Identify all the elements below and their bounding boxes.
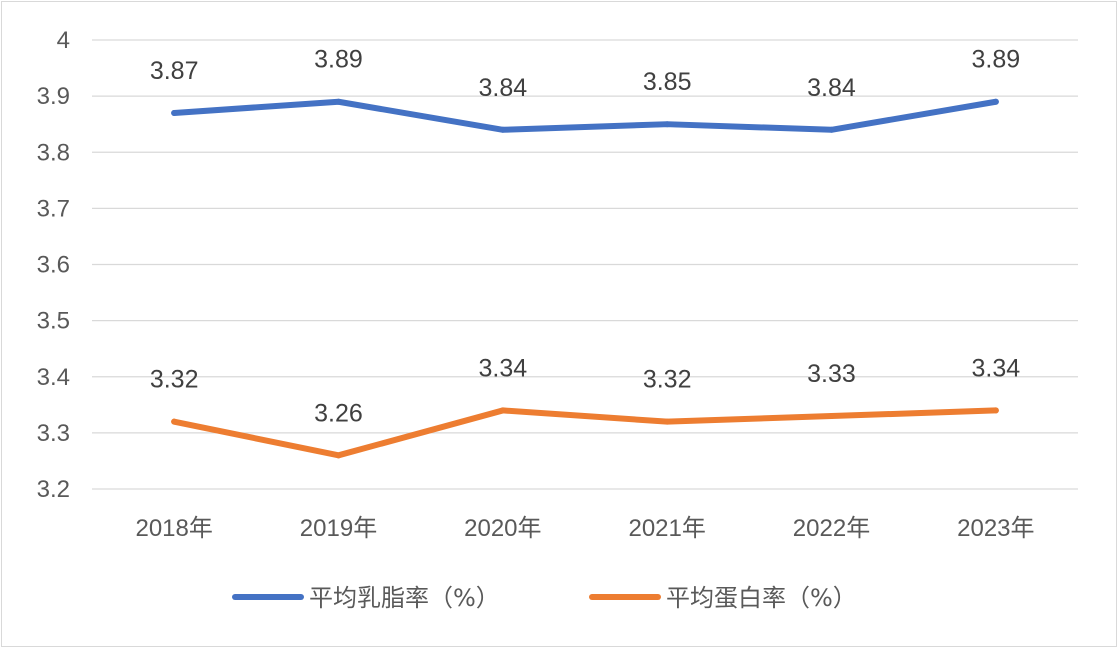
data-label: 3.87 <box>150 57 199 85</box>
y-tick-label: 3.3 <box>37 420 70 447</box>
x-axis-ticks: 2018年 2019年 2020年 2021年 2022年 2023年 <box>135 515 1034 542</box>
x-tick-label: 2023年 <box>957 515 1034 542</box>
gridlines <box>92 39 1078 490</box>
data-point <box>828 126 835 133</box>
data-point <box>499 126 506 133</box>
legend: 平均乳脂率（%） 平均蛋白率（%） <box>232 584 857 612</box>
data-point <box>664 418 671 425</box>
x-tick-label: 2020年 <box>464 515 541 542</box>
series-lines <box>171 98 999 459</box>
data-label: 3.84 <box>807 74 856 102</box>
y-tick-label: 3.7 <box>37 195 70 222</box>
data-label: 3.32 <box>150 366 199 394</box>
data-point <box>335 452 342 459</box>
y-tick-label: 3.2 <box>37 476 70 503</box>
legend-label-1: 平均蛋白率（%） <box>666 584 857 612</box>
x-tick-label: 2021年 <box>628 515 705 542</box>
data-point <box>664 121 671 128</box>
x-tick-label: 2018年 <box>135 515 212 542</box>
x-tick-label: 2022年 <box>793 515 870 542</box>
data-label: 3.85 <box>643 68 692 96</box>
data-label: 3.33 <box>807 360 856 388</box>
y-tick-label: 4 <box>57 27 70 54</box>
data-labels: 3.87 3.89 3.84 3.85 3.84 3.89 3.32 3.26 3.34 3.32… <box>150 46 1020 428</box>
data-label: 3.26 <box>314 399 363 427</box>
data-point <box>171 418 178 425</box>
series-line-1 <box>171 407 999 459</box>
y-tick-label: 3.6 <box>37 252 70 279</box>
y-axis-ticks: 3.2 3.3 3.4 3.5 3.6 3.7 3.8 3.9 4 <box>37 27 70 503</box>
y-tick-label: 3.4 <box>37 364 70 391</box>
data-point <box>499 407 506 414</box>
y-tick-label: 3.9 <box>37 83 70 110</box>
data-label: 3.34 <box>478 354 527 382</box>
y-tick-label: 3.5 <box>37 308 70 335</box>
data-point <box>828 413 835 420</box>
legend-label-0: 平均乳脂率（%） <box>309 584 500 612</box>
x-tick-label: 2019年 <box>300 515 377 542</box>
data-point <box>992 98 999 105</box>
data-label: 3.89 <box>971 46 1020 74</box>
data-point <box>335 98 342 105</box>
data-point <box>171 109 178 116</box>
y-tick-label: 3.8 <box>37 139 70 166</box>
legend-item-0[interactable]: 平均乳脂率（%） <box>232 584 500 612</box>
data-label: 3.84 <box>478 74 527 102</box>
data-label: 3.34 <box>971 354 1020 382</box>
data-point <box>992 407 999 414</box>
series-line-0 <box>171 98 999 133</box>
data-label: 3.32 <box>643 366 692 394</box>
legend-item-1[interactable]: 平均蛋白率（%） <box>589 584 857 612</box>
data-label: 3.89 <box>314 46 363 74</box>
